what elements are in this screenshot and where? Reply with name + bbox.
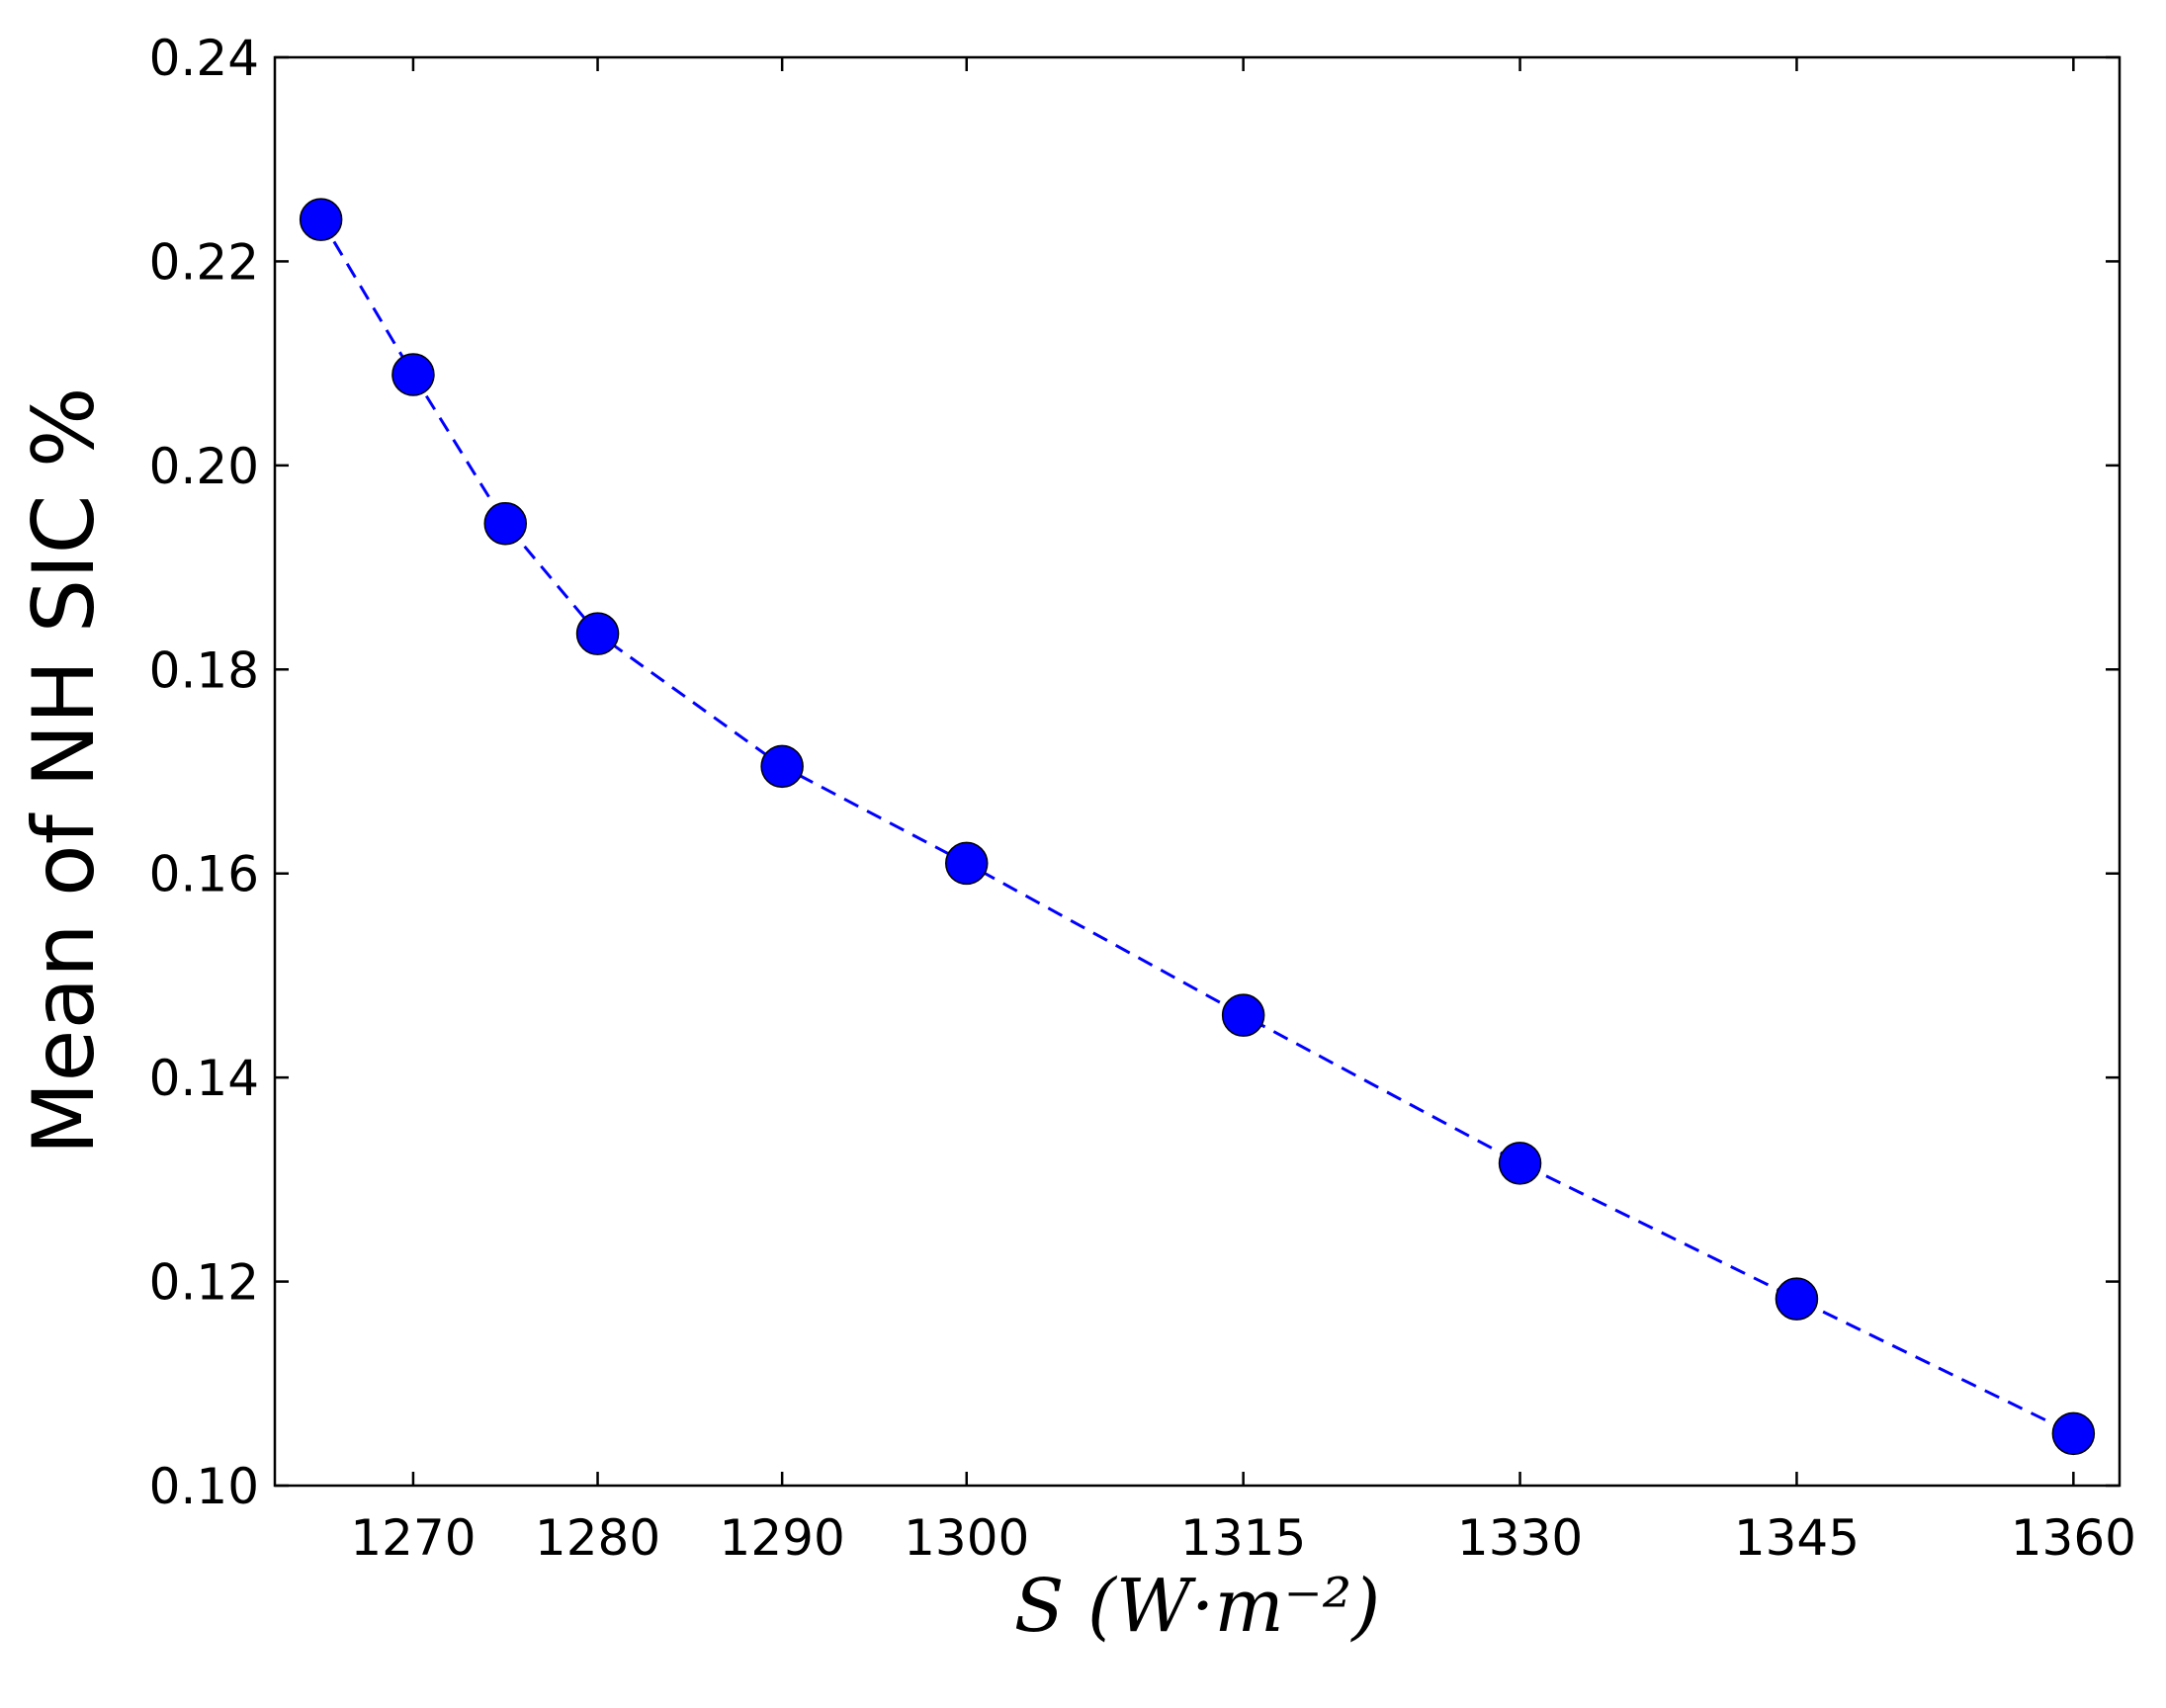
y-axis-ticks: 0.10 0.12 0.14 0.16 0.18 0.20 0.22 0.24 xyxy=(149,30,2120,1515)
x-tick-label: 1270 xyxy=(350,1509,476,1567)
y-tick-label: 0.18 xyxy=(149,641,259,699)
data-point xyxy=(945,841,989,886)
y-tick-label: 0.14 xyxy=(149,1050,259,1107)
y-tick-label: 0.12 xyxy=(149,1254,259,1312)
x-tick-label: 1280 xyxy=(535,1509,660,1567)
x-tick-label: 1330 xyxy=(1457,1509,1583,1567)
y-tick-label: 0.16 xyxy=(149,846,259,903)
y-axis-label: Mean of NH SIC % xyxy=(15,386,114,1154)
data-point xyxy=(299,198,343,241)
x-tick-label: 1360 xyxy=(2011,1509,2136,1567)
plot-frame xyxy=(273,55,2122,1488)
data-point xyxy=(2051,1411,2096,1456)
y-tick-label: 0.24 xyxy=(149,30,259,87)
x-tick-label: 1345 xyxy=(1734,1509,1860,1567)
y-tick-label: 0.20 xyxy=(149,438,259,495)
series-line xyxy=(319,218,2074,1435)
data-point xyxy=(483,501,527,546)
y-tick-label: 0.10 xyxy=(149,1458,259,1515)
x-tick-label: 1315 xyxy=(1180,1509,1306,1567)
x-tick-label: 1300 xyxy=(904,1509,1029,1567)
x-tick-label: 1290 xyxy=(720,1509,845,1567)
data-point xyxy=(1498,1142,1542,1185)
data-point xyxy=(760,744,804,789)
data-series xyxy=(299,198,2096,1456)
plot-area xyxy=(275,57,2120,1486)
data-point xyxy=(1775,1277,1819,1321)
data-point xyxy=(391,353,435,396)
data-point xyxy=(575,612,620,655)
x-axis-label: S (W·m⁻²) xyxy=(1014,1564,1380,1649)
data-point xyxy=(1221,993,1265,1037)
x-axis-ticks: 1270 1280 1290 1300 1315 1330 1345 1360 xyxy=(350,57,2136,1567)
y-tick-label: 0.22 xyxy=(149,233,259,291)
